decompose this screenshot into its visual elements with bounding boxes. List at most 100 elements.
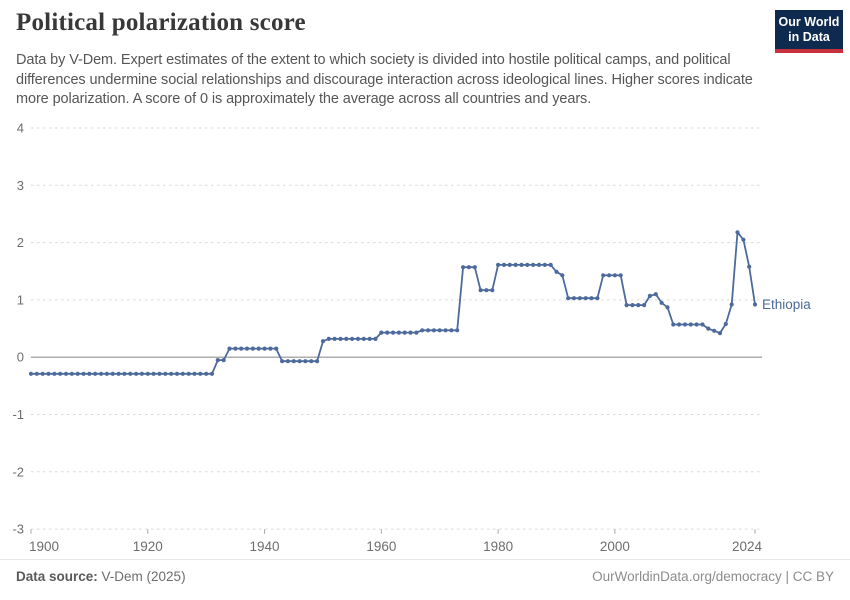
data-point[interactable] [496,262,501,267]
data-point[interactable] [577,296,583,301]
data-point[interactable] [560,273,565,278]
series-line[interactable] [30,231,756,375]
data-point[interactable] [274,346,279,351]
data-point[interactable] [110,371,115,376]
data-point[interactable] [291,359,296,364]
data-point[interactable] [157,371,162,376]
data-point[interactable] [227,346,232,351]
data-point[interactable] [513,262,518,267]
data-point[interactable] [723,321,728,327]
data-point[interactable] [361,336,366,341]
data-point[interactable] [420,328,425,333]
data-point[interactable] [694,322,699,327]
data-point[interactable] [46,371,51,376]
data-point[interactable] [484,288,489,293]
data-point[interactable] [741,237,746,242]
data-point[interactable] [536,262,542,267]
data-point[interactable] [250,346,255,351]
data-point[interactable] [192,371,197,376]
entity-label[interactable]: Ethiopia [762,297,811,312]
data-point[interactable] [28,371,34,376]
data-point[interactable] [525,262,530,267]
series-points[interactable] [28,230,758,376]
data-point[interactable] [665,305,670,310]
data-point[interactable] [122,371,127,376]
data-point[interactable] [297,359,302,364]
data-point[interactable] [151,371,156,376]
data-point[interactable] [69,371,74,376]
owid-logo[interactable]: Our World in Data [775,10,843,53]
data-point[interactable] [519,262,524,267]
data-point[interactable] [554,269,559,274]
data-point[interactable] [338,336,343,341]
data-point[interactable] [221,358,226,363]
data-point[interactable] [396,330,401,335]
data-point[interactable] [268,346,273,351]
data-point[interactable] [653,292,658,297]
data-point[interactable] [449,328,454,333]
data-point[interactable] [431,328,436,333]
data-point[interactable] [630,303,635,308]
data-point[interactable] [437,328,442,333]
data-point[interactable] [52,371,57,376]
data-point[interactable] [233,346,238,351]
data-point[interactable] [647,293,653,298]
data-point[interactable] [478,288,483,293]
data-point[interactable] [344,336,349,341]
data-point[interactable] [461,265,466,270]
data-point[interactable] [636,303,641,308]
data-point[interactable] [244,346,250,351]
data-point[interactable] [747,264,752,269]
data-point[interactable] [607,273,612,278]
data-point[interactable] [390,330,396,335]
data-point[interactable] [163,371,168,376]
data-point[interactable] [671,322,676,327]
data-point[interactable] [134,371,139,376]
data-point[interactable] [466,265,471,270]
data-point[interactable] [472,265,477,270]
data-point[interactable] [104,371,109,376]
data-point[interactable] [58,371,63,376]
data-point[interactable] [531,262,536,267]
data-point[interactable] [612,273,618,278]
data-point[interactable] [209,371,215,376]
data-point[interactable] [99,371,104,376]
data-point[interactable] [303,359,308,364]
data-point[interactable] [618,273,623,278]
data-point[interactable] [40,371,45,376]
data-point[interactable] [367,336,372,341]
data-point[interactable] [601,273,606,278]
data-point[interactable] [566,296,571,301]
data-point[interactable] [63,371,69,376]
data-point[interactable] [198,371,203,376]
data-point[interactable] [373,336,378,341]
data-point[interactable] [128,371,133,376]
data-point[interactable] [548,262,553,267]
data-point[interactable] [571,296,577,301]
data-point[interactable] [87,371,92,376]
data-point[interactable] [682,322,688,327]
data-point[interactable] [595,296,600,301]
data-point[interactable] [326,336,331,341]
data-point[interactable] [315,359,320,364]
data-point[interactable] [735,230,740,235]
data-point[interactable] [700,322,705,327]
data-point[interactable] [426,328,431,333]
data-point[interactable] [507,262,512,267]
data-point[interactable] [589,296,594,301]
data-point[interactable] [712,328,717,333]
data-point[interactable] [402,330,407,335]
data-point[interactable] [204,371,209,376]
data-point[interactable] [677,322,682,327]
data-point[interactable] [139,371,144,376]
data-point[interactable] [262,346,267,351]
data-point[interactable] [116,371,121,376]
data-point[interactable] [385,330,390,335]
data-point[interactable] [350,336,355,341]
data-point[interactable] [717,331,723,336]
data-point[interactable] [215,358,220,363]
credit-link[interactable]: OurWorldinData.org/democracy | CC BY [592,569,834,584]
data-point[interactable] [93,371,98,376]
data-point[interactable] [455,328,460,333]
